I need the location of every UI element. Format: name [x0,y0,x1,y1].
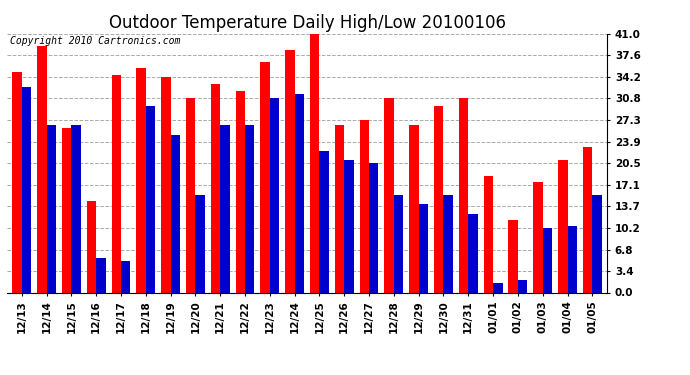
Bar [543,228,552,292]
Bar [245,125,255,292]
Bar [146,106,155,292]
Bar [12,72,22,292]
Bar [509,220,518,292]
Bar [493,283,502,292]
Bar [409,125,419,292]
Bar [161,76,170,292]
Bar [112,75,121,292]
Text: Copyright 2010 Cartronics.com: Copyright 2010 Cartronics.com [10,36,180,46]
Bar [558,160,567,292]
Bar [444,195,453,292]
Bar [369,163,379,292]
Bar [137,69,146,292]
Bar [319,150,329,292]
Bar [235,90,245,292]
Bar [592,195,602,292]
Bar [484,176,493,292]
Bar [121,261,130,292]
Title: Outdoor Temperature Daily High/Low 20100106: Outdoor Temperature Daily High/Low 20100… [108,14,506,32]
Bar [469,214,477,292]
Bar [22,87,31,292]
Bar [285,50,295,292]
Bar [96,258,106,292]
Bar [47,125,56,292]
Bar [195,195,205,292]
Bar [186,98,195,292]
Bar [359,120,369,292]
Bar [295,94,304,292]
Bar [87,201,96,292]
Bar [567,226,577,292]
Bar [335,125,344,292]
Bar [71,125,81,292]
Bar [419,204,428,292]
Bar [434,106,444,292]
Bar [518,280,527,292]
Bar [270,98,279,292]
Bar [310,34,319,292]
Bar [344,160,354,292]
Bar [62,128,71,292]
Bar [37,46,47,292]
Bar [211,84,220,292]
Bar [220,125,230,292]
Bar [170,135,180,292]
Bar [583,147,592,292]
Bar [394,195,403,292]
Bar [533,182,543,292]
Bar [459,98,469,292]
Bar [384,98,394,292]
Bar [260,62,270,292]
